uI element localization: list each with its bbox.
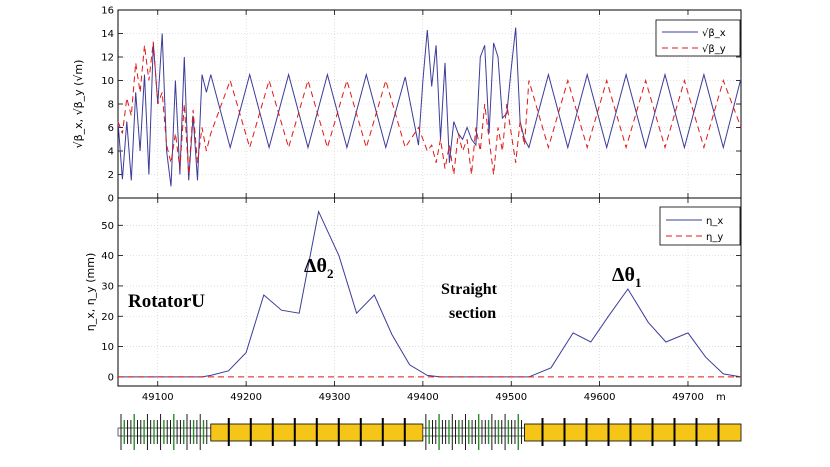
delta-theta-2-main: Δθ [304, 255, 327, 277]
delta-theta-2-label: Δθ2 [304, 255, 333, 281]
y-tick-label: 14 [101, 29, 114, 40]
x-tick-label: 49300 [319, 392, 351, 403]
lattice-strip [117, 414, 742, 450]
x-axis-unit-label: m [716, 392, 726, 403]
y-tick-label: 0 [108, 194, 114, 205]
beta-legend-label-x: √β_x [702, 28, 726, 39]
y-tick-label: 8 [108, 100, 114, 111]
dispersion-legend: η_x η_y [659, 206, 741, 246]
x-tick-label: 49400 [407, 392, 439, 403]
delta-theta-2-sub: 2 [327, 266, 334, 281]
y-tick-label: 6 [108, 123, 114, 134]
beta-y-axis-label: √β_x, √β_y (√m) [72, 60, 85, 149]
y-tick-label: 4 [108, 147, 114, 158]
x-tick-label: 49600 [584, 392, 616, 403]
series-line-y [117, 41, 742, 175]
y-tick-label: 0 [108, 372, 114, 383]
y-tick-label: 40 [101, 251, 114, 262]
dispersion-legend-box [659, 206, 741, 246]
dispersion-grid [118, 198, 741, 386]
beta-series [117, 27, 742, 187]
dipole-bar [524, 423, 742, 442]
y-tick-label: 2 [108, 170, 114, 181]
dispersion-plot-frame [117, 197, 742, 387]
y-tick-label: 12 [101, 53, 114, 64]
straight-line-1: Straight [441, 281, 498, 298]
dispersion-legend-label-y: η_y [706, 232, 723, 243]
beta-legend: √β_x √β_y [655, 19, 741, 57]
y-tick-label: 16 [101, 6, 114, 17]
y-tick-label: 20 [101, 312, 114, 323]
y-tick-label: 30 [101, 281, 114, 292]
y-tick-label: 10 [101, 76, 114, 87]
x-tick-label: 49100 [142, 392, 174, 403]
dense-section [422, 427, 525, 437]
y-tick-label: 50 [101, 221, 114, 232]
dispersion-y-axis-label: η_x, η_y (mm) [84, 253, 97, 331]
x-tick-label: 49700 [672, 392, 704, 403]
series-line-x [117, 27, 742, 187]
delta-theta-1-label: Δθ1 [612, 264, 641, 290]
delta-theta-1-sub: 1 [635, 275, 642, 290]
x-tick-label: 49200 [230, 392, 262, 403]
beta-legend-box [655, 19, 741, 57]
rotator-label: RotatorU [128, 291, 205, 312]
dispersion-series [118, 209, 742, 378]
series-line-x [118, 209, 742, 378]
straight-line-2: section [449, 305, 496, 322]
dispersion-legend-label-x: η_x [706, 216, 723, 227]
beta-function-panel: 0 2 4 6 8 10 12 14 16 √β_x, √β_y (√m) √β_x √β_y [72, 6, 742, 205]
y-tick-label: 10 [101, 342, 114, 353]
beta-grid [118, 10, 741, 198]
x-ticks: 49100 49200 49300 49400 49500 49600 49700 [142, 392, 704, 403]
x-tick-label: 49500 [495, 392, 527, 403]
delta-theta-1-main: Δθ [612, 264, 635, 286]
beta-legend-label-y: √β_y [702, 44, 726, 55]
